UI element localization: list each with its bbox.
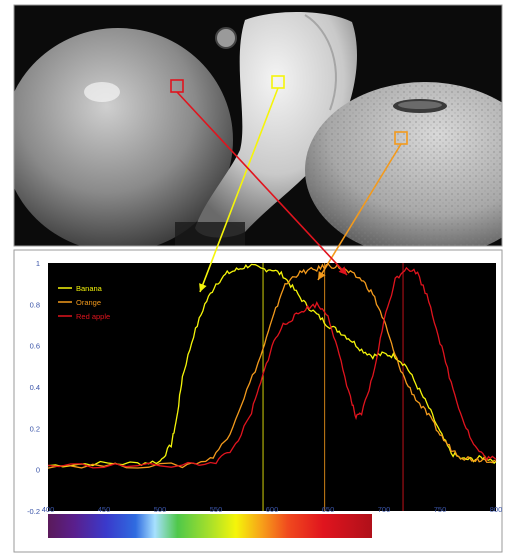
arrow-line-banana — [199, 87, 279, 293]
legend-label: Banana — [76, 284, 103, 293]
plot-area — [48, 263, 496, 511]
y-tick-label: 0.6 — [30, 342, 40, 351]
banana-shape — [195, 11, 357, 238]
x-tick-label: 550 — [210, 505, 223, 514]
x-tick-label: 500 — [154, 505, 167, 514]
legend: Banana Orange Red apple — [58, 284, 110, 321]
x-tick-label: 800 — [490, 505, 503, 514]
arrow-line-red-apple — [176, 91, 348, 276]
arrow-head-banana — [199, 283, 207, 292]
x-tick-label: 450 — [98, 505, 111, 514]
y-tick-label: 0.2 — [30, 424, 40, 433]
arrow-line-orange — [317, 143, 402, 281]
x-tick-label: 750 — [434, 505, 447, 514]
y-tick-label: 0 — [36, 466, 40, 475]
visible-spectrum-bar — [48, 514, 372, 538]
banana-stem-tip — [215, 27, 237, 49]
apple-shape — [14, 28, 233, 246]
series-line-banana — [47, 263, 497, 468]
arrow-head-red-apple — [338, 266, 347, 275]
x-tick-label: 400 — [42, 505, 55, 514]
y-tick-label: 0.4 — [30, 383, 40, 392]
x-tick-label: 650 — [322, 505, 335, 514]
y-tick-label: 0.8 — [30, 300, 40, 309]
x-tick-label: 600 — [266, 505, 279, 514]
arrow-head-orange — [318, 271, 326, 280]
legend-label: Red apple — [76, 312, 110, 321]
series-line-red-apple — [47, 266, 497, 469]
legend-label: Orange — [76, 298, 101, 307]
y-tick-label: 1 — [36, 259, 40, 268]
x-tick-label: 700 — [378, 505, 391, 514]
y-tick-label: -0.2 — [27, 507, 40, 516]
